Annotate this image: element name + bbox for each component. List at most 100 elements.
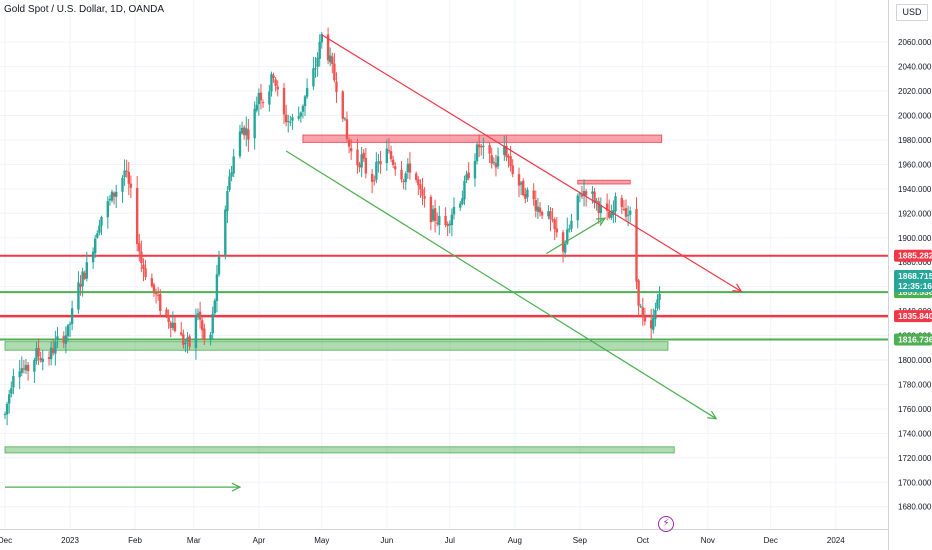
price-tag: [894, 269, 932, 292]
candle-body: [56, 336, 59, 340]
candle-body: [268, 91, 271, 105]
time-tick-label: Sep: [573, 536, 588, 545]
price-tick-label: 1960.000: [898, 160, 932, 169]
candle-body: [125, 170, 128, 172]
candle-body: [408, 163, 412, 173]
candle-body: [444, 215, 447, 226]
candle-body: [305, 88, 309, 97]
price-tag: [894, 333, 932, 346]
candle-body: [209, 334, 212, 340]
trendline-arrow: [732, 283, 743, 293]
candle-body: [316, 57, 319, 67]
time-tick-label: 2023: [61, 536, 79, 545]
price-tag-label: 1885.282: [898, 251, 932, 261]
price-tick-label: 1880.000: [898, 258, 932, 267]
price-tick-label: 1700.000: [898, 478, 932, 487]
candle-body: [180, 332, 183, 335]
candle-body: [33, 359, 36, 372]
candle-body: [629, 210, 632, 215]
candle-body: [576, 195, 579, 221]
candle-body: [20, 368, 23, 373]
candle-body: [423, 196, 426, 199]
candle-body: [114, 191, 118, 197]
candle-body: [253, 108, 256, 139]
candle-body: [517, 174, 521, 186]
time-tick-label: 2024: [827, 536, 845, 545]
price-tick-label: 1800.000: [898, 356, 932, 365]
candle-body: [169, 322, 172, 328]
candle-body: [144, 268, 147, 278]
price-tick-label: 1720.000: [898, 454, 932, 463]
candle-body: [282, 88, 286, 115]
candle-body: [652, 317, 655, 330]
candle-body: [232, 156, 235, 174]
candle-body: [312, 68, 315, 87]
candle-body: [287, 121, 290, 123]
candle-body: [435, 222, 439, 224]
candle-body: [534, 200, 537, 211]
candle-body: [196, 313, 200, 318]
candle-body: [123, 170, 126, 178]
trendline-arrow: [707, 410, 718, 420]
trendline: [321, 34, 742, 293]
candle-body: [387, 150, 391, 152]
candle-body: [284, 114, 288, 123]
candle-body: [297, 116, 300, 119]
candle-body: [438, 215, 441, 226]
price-tick-label: 1760.000: [898, 405, 932, 414]
time-tick-label: Oct: [637, 536, 650, 545]
candle-body: [417, 179, 420, 186]
candle-body: [377, 161, 380, 163]
candle-body: [22, 368, 26, 370]
candle-body: [624, 208, 628, 217]
price-tick-label: 2000.000: [898, 112, 932, 121]
candle-body: [167, 315, 170, 323]
candle-body: [480, 146, 483, 148]
candle-body: [70, 308, 74, 324]
candle-body: [450, 214, 454, 226]
candle-body: [142, 264, 145, 270]
candle-body: [257, 92, 261, 105]
candle-body: [62, 336, 65, 343]
candle-body: [608, 211, 611, 218]
candle-body: [389, 151, 393, 160]
flash-icon[interactable]: ⚡: [658, 516, 674, 532]
candle-body: [64, 335, 68, 344]
candle-body: [639, 306, 642, 308]
candle-body: [406, 163, 410, 173]
candle-body: [121, 177, 124, 192]
candle-body: [188, 336, 191, 347]
grid: [0, 0, 888, 529]
candle-body: [553, 219, 556, 230]
candle-body: [370, 173, 374, 182]
candle-body: [156, 294, 160, 296]
time-tick-label: Jun: [380, 536, 393, 545]
candle-body: [532, 190, 535, 200]
candle-body: [593, 191, 596, 203]
candle-body: [242, 127, 246, 136]
candle-body: [150, 278, 154, 287]
candle-body: [345, 119, 349, 139]
time-tick-label: Mar: [187, 536, 201, 545]
candle-body: [364, 157, 368, 174]
currency-selector[interactable]: USD: [896, 4, 928, 21]
candle-body: [112, 192, 116, 197]
candle-body: [570, 220, 573, 229]
candle-body: [7, 394, 11, 404]
candle-body: [328, 55, 332, 63]
candle-body: [599, 204, 603, 214]
candle-body: [26, 364, 30, 372]
candle-body: [39, 357, 42, 361]
candle-body: [211, 313, 214, 334]
candle-body: [578, 193, 582, 195]
candle-body: [98, 225, 101, 233]
candle-body: [431, 209, 435, 221]
candle-body: [635, 208, 638, 282]
candle-body: [299, 112, 303, 117]
candle-body: [496, 156, 500, 167]
candle-body: [165, 309, 168, 315]
candle-body: [68, 323, 72, 325]
candle-body: [215, 274, 219, 302]
candle-body: [620, 197, 624, 208]
